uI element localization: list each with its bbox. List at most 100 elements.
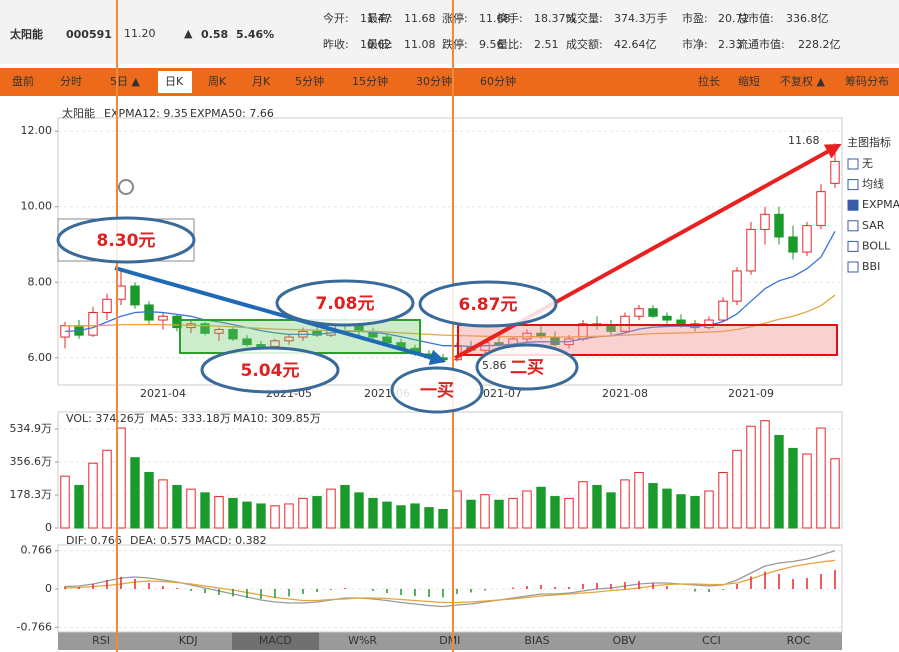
active-tab: [158, 71, 192, 93]
volume-bar: [746, 425, 756, 529]
stat-label: 总市值:: [737, 11, 774, 25]
y-tick-label: 178.3万: [10, 488, 53, 501]
stat-value: 10.62: [360, 38, 392, 51]
candle-body: [830, 160, 840, 184]
volume-bar: [424, 507, 434, 529]
annotation: 6.87元: [459, 295, 518, 315]
checkbox[interactable]: [847, 220, 859, 232]
y-tick-label: 0: [45, 582, 52, 595]
range-box: [179, 319, 421, 354]
x-tick-label: 2021-04: [140, 387, 186, 400]
indicator-tab[interactable]: DMI: [439, 634, 460, 647]
y-tick-label: -0.766: [17, 620, 52, 633]
checkbox[interactable]: [847, 261, 859, 273]
toolbar-tab[interactable]: 15分钟: [352, 74, 388, 88]
toolbar-tab[interactable]: 30分钟: [416, 74, 452, 88]
active-indicator-tab: [232, 632, 319, 650]
indicator-tab[interactable]: ROC: [787, 634, 811, 647]
side-option[interactable]: BBI: [862, 260, 880, 273]
volume-bar: [830, 458, 840, 529]
indicator-tab[interactable]: OBV: [612, 634, 636, 647]
toolbar-tab[interactable]: 5日 ▲: [110, 75, 140, 88]
callout-ellipse: [475, 343, 579, 391]
x-tick-label: 2021-07: [476, 387, 522, 400]
x-tick-label: 2021-09: [728, 387, 774, 400]
candle-body: [494, 342, 504, 346]
y-tick-label: 8.00: [28, 275, 53, 288]
stat-label: 今开:: [323, 11, 349, 25]
volume-bar: [494, 499, 504, 529]
toolbar-tab[interactable]: 拉长: [698, 74, 720, 88]
stat-value: 228.2亿: [798, 38, 841, 51]
stat-value: 11.68: [404, 12, 436, 25]
indicator-tab[interactable]: BIAS: [524, 634, 549, 647]
volume-bar: [452, 490, 462, 529]
rotate-handle: [118, 179, 134, 195]
indicator-tab[interactable]: RSI: [92, 634, 110, 647]
arrow: ▲: [184, 27, 193, 40]
side-option[interactable]: 无: [862, 157, 873, 170]
candle-body: [718, 300, 728, 321]
volume-bar: [550, 496, 560, 529]
volume-bar: [228, 497, 238, 529]
macd-line: [64, 550, 836, 608]
volume-bar: [298, 497, 308, 529]
legend-entry: DIF: 0.766: [66, 534, 122, 547]
side-option[interactable]: EXPMA: [862, 198, 899, 211]
volume-bar: [564, 497, 574, 529]
toolbar-tab[interactable]: 日K: [165, 75, 184, 88]
candle-body: [214, 328, 224, 334]
candle-body: [116, 285, 126, 300]
volume-bar: [368, 497, 378, 529]
stat-value: 2.51: [534, 38, 559, 51]
annotation: 5.04元: [241, 361, 300, 381]
volume-bar: [242, 501, 252, 529]
stat-label: 量比:: [497, 38, 523, 51]
candle-body: [88, 311, 98, 336]
volume-bar: [522, 490, 532, 529]
indicator-tab[interactable]: CCI: [702, 634, 721, 647]
volume-bar: [480, 494, 490, 529]
toolbar-tab[interactable]: 不复权 ▲: [780, 74, 825, 88]
chart-title: 太阳能: [62, 106, 95, 120]
toolbar-tab[interactable]: 5分钟: [295, 74, 324, 88]
checkbox[interactable]: [847, 199, 859, 211]
side-option[interactable]: BOLL: [862, 239, 891, 252]
volume-bar: [312, 496, 322, 529]
indicator-tab[interactable]: MACD: [259, 634, 292, 647]
checkbox[interactable]: [847, 158, 859, 170]
macd-line: [64, 559, 836, 604]
toolbar-tab[interactable]: 筹码分布: [845, 74, 889, 88]
candle-body: [158, 315, 168, 321]
indicator-label: MA10: 309.85万: [233, 412, 321, 425]
volume-bar: [186, 488, 196, 529]
stat-label: 流通市值:: [737, 37, 785, 51]
stat-label: 最高:: [367, 11, 393, 25]
toolbar-tab[interactable]: 月K: [252, 75, 271, 88]
indicator-tab[interactable]: KDJ: [179, 634, 198, 647]
annotation: 二买: [510, 358, 544, 378]
volume-bar: [802, 453, 812, 529]
side-option[interactable]: 均线: [862, 177, 884, 191]
volume-bar: [718, 471, 728, 529]
indicator-tab[interactable]: W%R: [348, 634, 377, 647]
volume-bar: [690, 496, 700, 529]
volume-bar: [816, 427, 826, 529]
toolbar-tab[interactable]: 缩短: [738, 74, 760, 88]
stat-value: 11.47: [360, 12, 392, 25]
toolbar-tab[interactable]: 周K: [208, 75, 227, 88]
legend-entry: DEA: 0.575: [130, 534, 191, 547]
checkbox[interactable]: [847, 240, 859, 252]
volume-bar: [578, 481, 588, 529]
checkbox[interactable]: [847, 179, 859, 191]
stock-code: 000591: [66, 28, 112, 41]
toolbar-tab[interactable]: 60分钟: [480, 74, 516, 88]
high-label: 11.68: [788, 134, 820, 147]
candle-body: [676, 319, 686, 325]
x-tick-label: 2021-08: [602, 387, 648, 400]
side-option[interactable]: SAR: [862, 219, 885, 232]
toolbar-tab[interactable]: 分时: [60, 75, 82, 88]
toolbar-tab[interactable]: 盘前: [12, 74, 34, 88]
candle-body: [802, 225, 812, 253]
